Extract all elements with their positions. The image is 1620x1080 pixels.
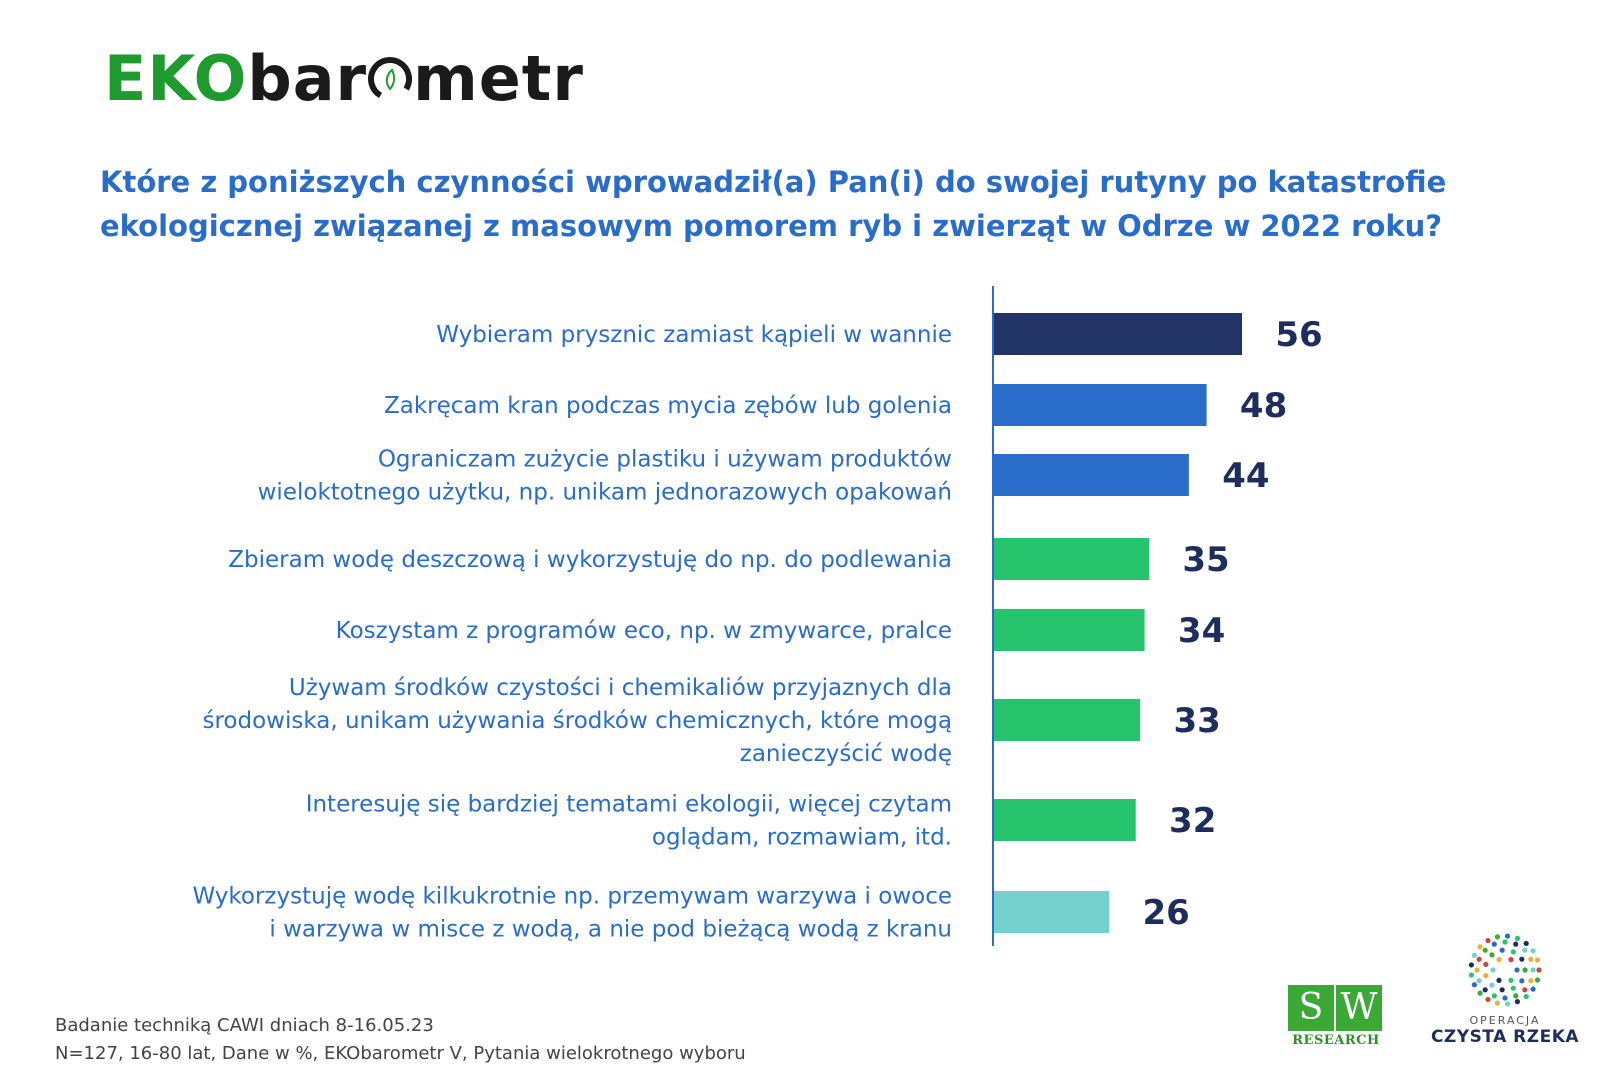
bar-6 (994, 699, 1141, 741)
mosaic-circle-icon (1468, 933, 1542, 1007)
czysta-logo-top: OPERACJA (1469, 1014, 1541, 1027)
value-label-3: 44 (1222, 456, 1269, 496)
ekobarometr-logo: EKObar metr (104, 48, 584, 110)
sw-logo-w: W (1336, 985, 1382, 1031)
czysta-rzeka-logo: OPERACJA CZYSTA RZEKA (1420, 930, 1590, 1047)
category-label-8-line-1: Wykorzystuję wodę kilkukrotnie np. przem… (192, 884, 952, 910)
bar-3 (994, 454, 1189, 496)
bar-4 (994, 538, 1149, 580)
footnote-line-2: N=127, 16-80 lat, Dane w %, EKObarometr … (55, 1043, 746, 1064)
category-label-1-line-1: Wybieram prysznic zamiast kąpieli w wann… (436, 322, 952, 348)
category-label-3-line-2: wieloktotnego użytku, np. unikam jednora… (258, 480, 952, 506)
value-label-6: 33 (1173, 701, 1220, 741)
question-title: Które z poniższych czynności wprowadził(… (100, 165, 1447, 243)
value-label-1: 56 (1275, 315, 1322, 355)
czysta-logo-bottom: CZYSTA RZEKA (1430, 1027, 1580, 1047)
logo-eko: EKO (104, 42, 248, 115)
category-label-7-line-2: oglądam, rozmawiam, itd. (652, 825, 952, 851)
bar-8 (994, 891, 1110, 933)
gauge-icon (368, 57, 413, 101)
sw-logo-s: S (1288, 985, 1334, 1031)
footnote: Badanie techniką CAWI dniach 8-16.05.23 … (55, 1012, 746, 1068)
category-label-2-line-1: Zakręcam kran podczas mycia zębów lub go… (384, 393, 952, 419)
category-label-6-line-3: zanieczyścić wodę (740, 741, 952, 767)
category-label-7-line-1: Interesuję się bardziej tematami ekologi… (306, 792, 952, 818)
logo-metr: metr (413, 42, 584, 115)
bar-5 (994, 609, 1145, 651)
category-label-6-line-1: Używam środków czystości i chemikaliów p… (289, 675, 952, 701)
sw-logo-research: RESEARCH (1292, 1033, 1380, 1048)
category-label-3-line-1: Ograniczam zużycie plastiku i używam pro… (378, 447, 952, 473)
value-label-5: 34 (1178, 611, 1225, 651)
value-label-7: 32 (1169, 801, 1216, 841)
sw-research-logo: S W RESEARCH (1288, 985, 1384, 1048)
bar-7 (994, 799, 1136, 841)
value-label-8: 26 (1142, 893, 1189, 933)
category-label-4-line-1: Zbieram wodę deszczową i wykorzystuję do… (228, 547, 952, 573)
category-label-5-line-1: Koszystam z programów eco, np. w zmywarc… (336, 618, 952, 644)
category-label-6-line-2: środowiska, unikam używania środków chem… (202, 708, 952, 734)
value-label-4: 35 (1182, 540, 1229, 580)
value-label-2: 48 (1240, 386, 1287, 426)
bar-1 (994, 313, 1242, 355)
category-label-8-line-2: i warzywa w misce z wodą, a nie pod bież… (269, 917, 952, 943)
bar-2 (994, 384, 1207, 426)
footnote-line-1: Badanie techniką CAWI dniach 8-16.05.23 (55, 1015, 434, 1036)
logo-bar: bar (247, 42, 368, 115)
